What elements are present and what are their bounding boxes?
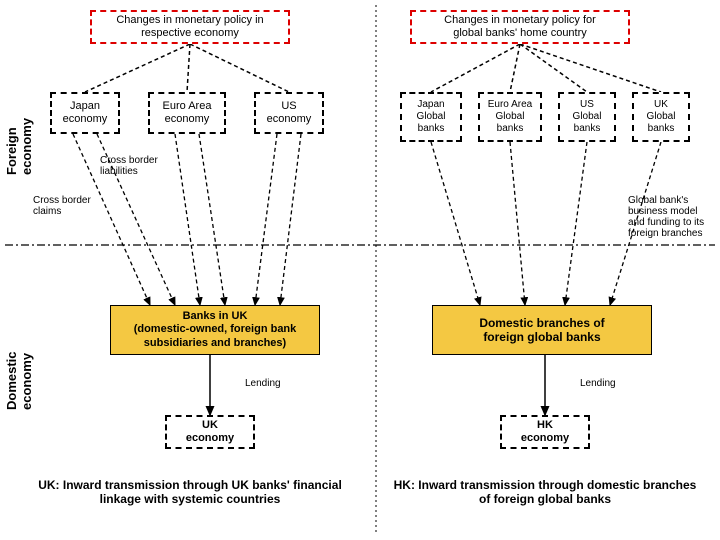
us-economy: USeconomy [254, 92, 324, 134]
hk-economy-box: HKeconomy [500, 415, 590, 449]
domestic-economy-label: Domestic economy [4, 300, 34, 410]
left-policy-box: Changes in monetary policy inrespective … [90, 10, 290, 44]
uk-economy-box: UKeconomy [165, 415, 255, 449]
connectors [0, 0, 720, 540]
uk-global-banks: UKGlobalbanks [632, 92, 690, 142]
japan-global-banks: JapanGlobalbanks [400, 92, 462, 142]
domestic-branches-box: Domestic branches offoreign global banks [432, 305, 652, 355]
us-global-banks: USGlobalbanks [558, 92, 616, 142]
foreign-economy-label: Foreign economy [4, 85, 34, 175]
biz-model-label: Global bank'sbusiness modeland funding t… [628, 195, 716, 239]
left-policy-text: Changes in monetary policy inrespective … [116, 14, 263, 40]
right-policy-box: Changes in monetary policy forglobal ban… [410, 10, 630, 44]
uk-banks-box: Banks in UK(domestic-owned, foreign bank… [110, 305, 320, 355]
japan-economy: Japaneconomy [50, 92, 120, 134]
euro-global-banks: Euro AreaGlobalbanks [478, 92, 542, 142]
right-caption: HK: Inward transmission through domestic… [390, 478, 700, 507]
left-caption: UK: Inward transmission through UK banks… [30, 478, 350, 507]
cross-claims-label: Cross borderclaims [33, 195, 98, 217]
cross-liab-label: Cross borderliabilities [100, 155, 170, 177]
left-lending-label: Lending [245, 378, 281, 389]
euro-economy: Euro Areaeconomy [148, 92, 226, 134]
right-lending-label: Lending [580, 378, 616, 389]
